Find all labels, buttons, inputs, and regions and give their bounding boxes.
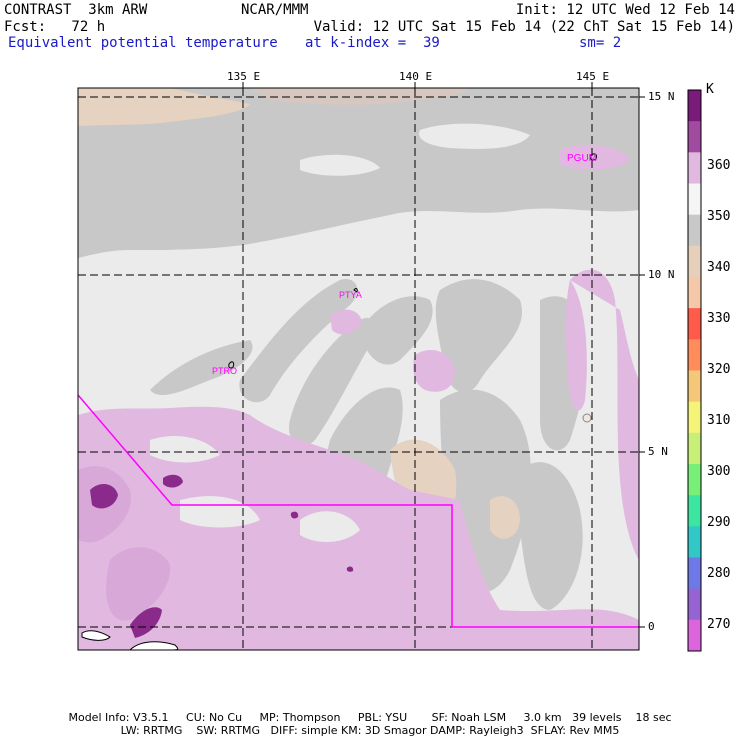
colorbar-swatch	[688, 557, 701, 590]
model-title: CONTRAST 3km ARW	[4, 2, 148, 18]
valid-time: Valid: 12 UTC Sat 15 Feb 14 (22 ChT Sat …	[313, 19, 735, 35]
colorbar-swatch	[688, 401, 701, 434]
colorbar-swatch	[688, 152, 701, 184]
lon-label: 135 E	[227, 70, 261, 83]
colorbar-frame	[687, 89, 702, 652]
colorbar-label: 360	[707, 158, 731, 173]
axis-ticks	[242, 82, 645, 628]
station-label: PTRO	[212, 366, 237, 376]
field-name: Equivalent potential temperature	[8, 35, 278, 51]
colorbar-label: 310	[707, 413, 731, 428]
colorbar-swatch	[688, 619, 701, 652]
colorbar-label: 280	[707, 566, 731, 581]
equivalent-potential-temperature-field	[78, 88, 639, 650]
model-info-line-1: Model Info: V3.5.1 CU: No Cu MP: Thompso…	[68, 711, 672, 724]
lat-label: 0	[648, 620, 655, 633]
lat-label: 15 N	[648, 90, 675, 103]
center-label: NCAR/MMM	[241, 2, 309, 18]
lon-label: 145 E	[576, 70, 610, 83]
colorbar-swatch	[688, 214, 701, 247]
lat-label: 10 N	[648, 268, 675, 281]
map-frame	[77, 87, 640, 651]
lon-label: 140 E	[399, 70, 433, 83]
colorbar-swatch	[688, 432, 701, 465]
colorbar-swatch	[688, 495, 701, 527]
colorbar-unit: K	[706, 82, 714, 97]
colorbar-label: 270	[707, 617, 731, 632]
colorbar-label: 340	[707, 260, 731, 275]
colorbar-swatch	[688, 245, 701, 278]
colorbar-swatch	[688, 526, 701, 558]
lat-label: 5 N	[648, 445, 668, 458]
smoothing-info: sm= 2	[579, 35, 622, 51]
lat-lon-grid	[78, 88, 639, 650]
colorbar-swatch	[688, 277, 701, 309]
colorbar-label: 320	[707, 362, 731, 377]
init-time: Init: 12 UTC Wed 12 Feb 14	[515, 2, 735, 18]
colorbar-swatch	[688, 370, 701, 403]
colorbar-swatch	[688, 90, 701, 122]
colorbar-swatch	[688, 308, 701, 340]
colorbar-label: 350	[707, 209, 731, 224]
colorbar-label: 290	[707, 515, 731, 530]
model-info-line-2: LW: RRTMG SW: RRTMG DIFF: simple KM: 3D …	[120, 724, 620, 737]
level-info: at k-index = 39	[305, 35, 440, 51]
colorbar-swatch	[688, 121, 701, 153]
colorbar-label: 300	[707, 464, 731, 479]
colorbar-label: 330	[707, 311, 731, 326]
colorbar	[687, 89, 702, 652]
forecast-hour: Fcst: 72 h	[4, 19, 106, 35]
station-label: PTYA	[339, 290, 362, 300]
colorbar-swatch	[688, 588, 701, 621]
station-label: PGUM	[567, 153, 597, 164]
domain-boundary-line	[77, 394, 639, 628]
colorbar-swatch	[688, 183, 701, 216]
colorbar-swatch	[688, 464, 701, 496]
colorbar-swatch	[688, 339, 701, 371]
